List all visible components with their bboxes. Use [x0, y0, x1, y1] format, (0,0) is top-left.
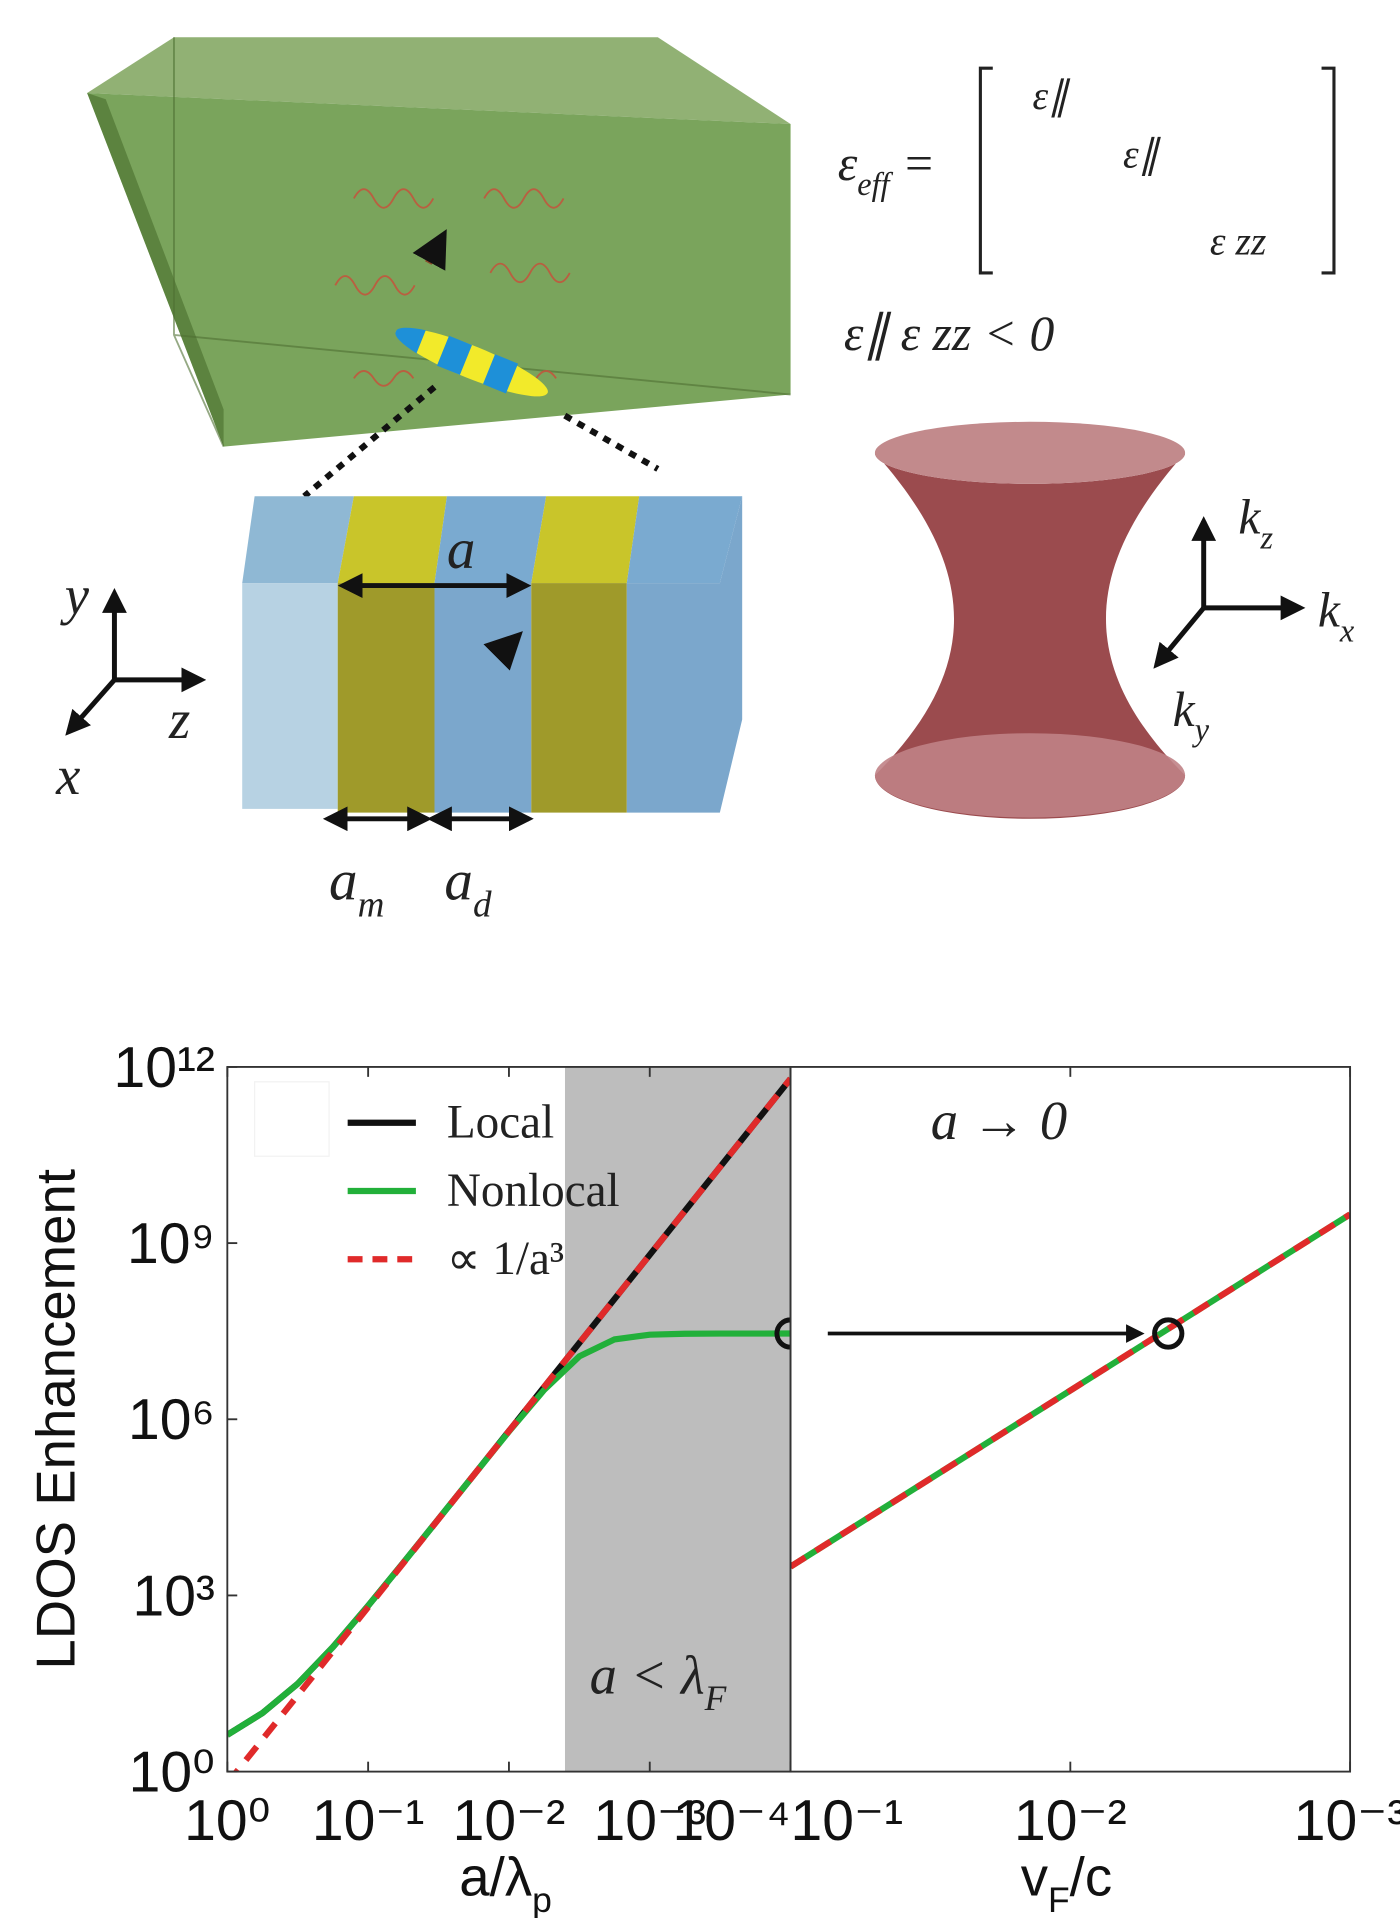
matrix-lhs: εeff = — [838, 136, 936, 202]
multilayer — [242, 496, 742, 812]
condition: ε∥ ε zz < 0 — [844, 306, 1055, 361]
y-tick-label: 10⁰ — [129, 1740, 215, 1804]
text-part: k — [1238, 489, 1261, 544]
width-label: am — [329, 849, 384, 925]
k-axis-label: kz — [1238, 489, 1273, 555]
annotation: a → 0 — [931, 1090, 1067, 1151]
legend-label: ∝ 1/a³ — [447, 1233, 564, 1285]
text-part: a — [329, 849, 358, 912]
x-tick-label: 10⁻³ — [1294, 1789, 1400, 1853]
x-tick-label: 10⁻² — [453, 1789, 566, 1853]
x-tick-label: 10⁻¹ — [791, 1789, 904, 1853]
k-axis-label: kx — [1318, 583, 1355, 649]
y-tick-label: 10¹² — [113, 1036, 214, 1100]
x-tick-label: 10⁻⁴ — [672, 1789, 790, 1853]
x-tick-label: 10⁻¹ — [312, 1789, 425, 1853]
hyperboloid — [875, 422, 1185, 819]
text-part: /c — [1070, 1847, 1112, 1908]
subscript: x — [1339, 612, 1355, 648]
legend-label: Local — [447, 1097, 554, 1149]
subscript: F — [1048, 1880, 1070, 1918]
legend-box — [255, 1082, 329, 1156]
axis-label: y — [60, 565, 90, 626]
y-tick-label: 10⁹ — [127, 1212, 215, 1276]
k-axis-label: ky — [1173, 682, 1210, 748]
text-part: k — [1318, 583, 1341, 638]
legend-label: Nonlocal — [447, 1165, 620, 1217]
x-tick-label: 10⁻² — [1014, 1789, 1127, 1853]
figure: εeff = ε∥ ε∥ ε zz ε∥ ε zz < 0 y z x a am… — [0, 0, 1400, 1918]
medium-box — [87, 37, 790, 446]
subscript: d — [473, 885, 492, 926]
subscript: m — [358, 885, 385, 926]
y-tick-label: 10³ — [132, 1564, 214, 1628]
text-part: a — [444, 849, 473, 912]
width-label: ad — [444, 849, 492, 925]
axis-label: z — [168, 689, 190, 750]
text-part: v — [1021, 1847, 1049, 1908]
subscript: p — [532, 1880, 552, 1918]
text-part: a/λ — [459, 1847, 532, 1908]
period-label: a — [447, 518, 476, 581]
subscript: eff — [857, 166, 893, 202]
subscript: z — [1259, 519, 1273, 555]
text-part: k — [1173, 682, 1196, 737]
axis-label: x — [55, 745, 80, 806]
matrix-entry: ε∥ — [1032, 74, 1071, 118]
x-axis-label: vF/c — [1021, 1847, 1112, 1918]
plot-background — [791, 1067, 1351, 1772]
text-part: ε — [838, 136, 858, 191]
subscript: y — [1192, 712, 1210, 748]
matrix-entry: ε zz — [1210, 219, 1266, 263]
subscript: F — [704, 1678, 727, 1718]
y-axis-label: LDOS Enhancement — [26, 1169, 87, 1670]
x-axis-label: a/λp — [459, 1847, 552, 1918]
text-part: a < λ — [590, 1644, 705, 1705]
y-tick-label: 10⁶ — [128, 1388, 215, 1452]
matrix-entry: ε∥ — [1123, 132, 1162, 176]
text-part: = — [890, 136, 936, 191]
